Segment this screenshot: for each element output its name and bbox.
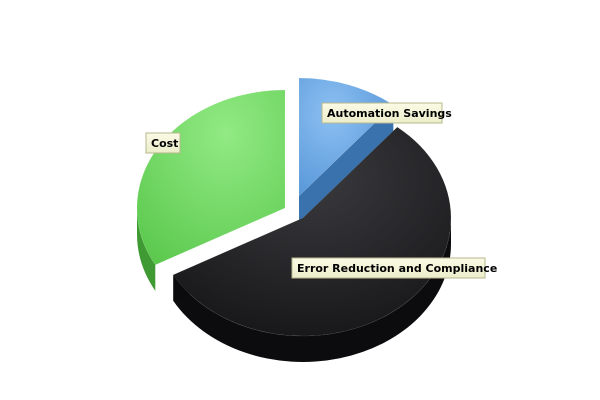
pie-slice-side-1: [173, 218, 451, 362]
slice-label-box: [291, 257, 486, 279]
slice-label-text: Automation Savings: [327, 107, 452, 120]
slice-label: Automation Savings: [321, 102, 452, 124]
pie-slice-side-2: [137, 208, 156, 291]
slice-label-box: [321, 102, 443, 124]
slice-label: Cost: [145, 132, 181, 154]
pie-slice-wall-0-1: [299, 105, 394, 222]
pie-slice-error-reduction-and-compliance: [172, 126, 452, 337]
slice-label: Error Reduction and Compliance: [291, 257, 497, 279]
slice-label-box: [145, 132, 181, 154]
slice-label-text: Error Reduction and Compliance: [297, 262, 497, 275]
slice-label-text: Cost: [151, 137, 178, 150]
